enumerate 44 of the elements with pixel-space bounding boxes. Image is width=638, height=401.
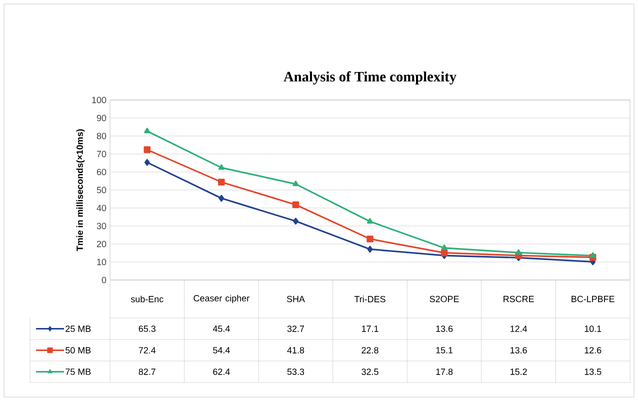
data-label: 65.3 <box>138 326 156 332</box>
x-tick-label: RSCRE <box>504 296 534 302</box>
y-tick-label: 0 <box>102 276 106 284</box>
data-label: 82.7 <box>138 368 156 375</box>
y-tick-label: 40 <box>96 204 106 212</box>
data-label: 17.1 <box>362 326 378 332</box>
data-label: 72.4 <box>138 347 156 354</box>
data-label: 13.6 <box>436 326 453 332</box>
data-label: 15.1 <box>436 347 453 354</box>
y-tick-label: 50 <box>96 186 106 194</box>
x-tick-label: Ceaser cipher <box>194 294 250 304</box>
legend-label: 75 MB <box>66 368 91 375</box>
data-label: 17.8 <box>436 368 453 375</box>
data-label: 10.1 <box>584 326 602 332</box>
legend-label: 50 MB <box>66 347 91 354</box>
y-tick-label: 20 <box>96 240 106 248</box>
y-tick-label: 30 <box>96 222 106 230</box>
chart-title: Analysis of Time complexity <box>284 71 456 84</box>
x-tick-label: BC-LPBFE <box>572 296 614 302</box>
legend-label: 25 MB <box>66 326 91 332</box>
data-label: 32.5 <box>362 368 378 375</box>
data-label: 12.6 <box>584 347 602 354</box>
data-label: 13.6 <box>510 347 527 354</box>
data-label: 62.4 <box>213 368 230 375</box>
y-axis-title: Tmie in milliseconds(×10ms) <box>76 129 85 252</box>
y-tick-label: 80 <box>96 132 106 140</box>
data-label: 53.3 <box>287 368 304 375</box>
y-tick-label: 70 <box>96 150 106 158</box>
data-label: 54.4 <box>213 347 230 354</box>
x-tick-label: Tri-DES <box>354 296 386 302</box>
x-tick-label: sub-Enc <box>130 296 164 302</box>
data-label: 15.2 <box>510 368 527 375</box>
data-label: 13.5 <box>584 368 602 375</box>
data-label: 32.7 <box>287 326 304 332</box>
data-label: 12.4 <box>510 326 528 332</box>
y-tick-label: 100 <box>92 96 106 104</box>
y-tick-label: 10 <box>97 258 106 266</box>
y-tick-label: 60 <box>96 168 106 176</box>
x-tick-label: SHA <box>286 296 305 302</box>
data-label: 41.8 <box>287 347 304 354</box>
x-tick-label: S2OPE <box>430 296 459 302</box>
data-label: 45.4 <box>212 326 230 332</box>
data-label: 22.8 <box>362 347 378 354</box>
y-tick-label: 90 <box>96 114 106 122</box>
